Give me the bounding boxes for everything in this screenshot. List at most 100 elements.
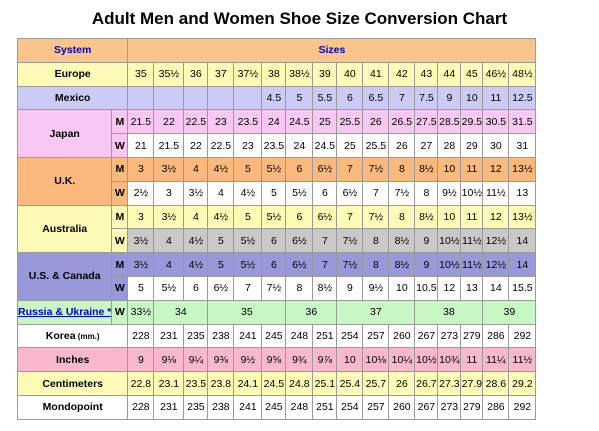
us-men-value: 7½ <box>336 252 364 277</box>
korea-value: 267 <box>414 323 439 349</box>
us-men-value: 6½ <box>285 252 314 277</box>
centimeters-value: 24.5 <box>261 371 287 396</box>
japan-men-value: 21.5 <box>127 109 155 135</box>
centimeters-row: Centimeters 22.8 23.1 23.5 23.8 24.1 24.5 24.8 2… <box>16 371 537 396</box>
europe-value: 43 <box>414 61 439 87</box>
japan-women-value: 25 <box>336 133 364 158</box>
australia-women-value: 7 <box>312 228 338 254</box>
uk-women-value: 3½ <box>183 180 209 206</box>
japan-men-value: 24.5 <box>285 109 314 135</box>
australia-women-value: 5½ <box>233 228 263 254</box>
europe-value: 44 <box>437 61 462 87</box>
australia-men-row: Australia M 3 3½ 4 4½ 5 5½ 6 6½ 7 7½ 8 8½ 10 11 12 13½ <box>16 204 537 254</box>
europe-value: 37½ <box>233 61 263 87</box>
centimeters-value: 28.6 <box>482 371 510 396</box>
inches-value: 9⅜ <box>207 347 235 373</box>
uk-women-row: W 2½ 3 3½ 4 4½ 5 5½ 6 6½ 7 7½ 8 9½ 10½ 11½ 13 <box>18 180 537 206</box>
japan-women-value: 27 <box>414 133 439 158</box>
mexico-empty-cell <box>127 85 155 111</box>
russia-value: 35 <box>207 299 287 325</box>
europe-value: 35½ <box>153 61 185 87</box>
us-men-value: 11½ <box>460 252 484 277</box>
inches-value: 10¼ <box>388 347 416 373</box>
australia-men-value: 11 <box>460 204 484 230</box>
us-men-value: 10½ <box>437 252 462 277</box>
sizes-header: Sizes <box>127 38 537 63</box>
australia-women-value: 7½ <box>336 228 364 254</box>
japan-men-value: 25.5 <box>336 109 364 135</box>
uk-women-value: 6½ <box>336 180 364 206</box>
centimeters-value: 24.8 <box>285 371 314 396</box>
centimeters-value: 23.5 <box>183 371 209 396</box>
us-label: U.S. & Canada <box>16 252 113 301</box>
inches-row: Inches 9 9⅛ 9¼ 9⅜ 9½ 9⅝ 9¾ 9⅞ 10 10⅛ 10¼ 10½ 10¾ 11 11¼… <box>16 347 537 373</box>
us-men-value: 8½ <box>388 252 416 277</box>
japan-men-value: 30.5 <box>482 109 510 135</box>
mexico-value: 10 <box>460 85 484 111</box>
mondopoint-value: 260 <box>388 394 416 420</box>
us-men-value: 8 <box>362 252 390 277</box>
uk-women-value: 5½ <box>285 180 314 206</box>
japan-women-value: 21 <box>127 133 155 158</box>
australia-women-tag: W <box>111 228 129 254</box>
korea-value: 273 <box>437 323 462 349</box>
europe-value: 39 <box>312 61 338 87</box>
korea-value: 228 <box>127 323 155 349</box>
centimeters-value: 22.8 <box>127 371 155 396</box>
australia-women-value: 11½ <box>460 228 484 254</box>
inches-value: 9¾ <box>285 347 314 373</box>
uk-men-value: 7 <box>336 156 364 182</box>
us-men-value: 4½ <box>183 252 209 277</box>
korea-value: 260 <box>388 323 416 349</box>
uk-women-value: 11½ <box>482 180 510 206</box>
russia-label: Russia & Ukraine * <box>16 299 113 325</box>
europe-value: 46½ <box>482 61 510 87</box>
inches-value: 11½ <box>508 347 537 373</box>
us-women-row: W 5 5½ 6 6½ 7 7½ 8 8½ 9 9½ 10 10.5 12 13 14 15.5 <box>18 275 537 301</box>
europe-value: 41 <box>362 61 390 87</box>
us-men-row: U.S. & Canada M 3½ 4 4½ 5 5½ 6 6½ 7 7½ 8 8½ 9 10½ 11½ 12… <box>16 252 537 301</box>
us-women-value: 10 <box>388 275 416 301</box>
japan-women-row: W 21 21.5 22 22.5 23 23.5 24 24.5 25 25.5 26 27 28 29 3… <box>18 133 537 158</box>
australia-men-value: 7 <box>336 204 364 230</box>
australia-women-value: 10½ <box>437 228 462 254</box>
australia-men-value: 6½ <box>312 204 338 230</box>
uk-women-value: 13 <box>508 180 537 206</box>
uk-men-value: 13½ <box>508 156 537 182</box>
mondopoint-value: 231 <box>153 394 185 420</box>
us-men-value: 7 <box>312 252 338 277</box>
russia-value: 38 <box>414 299 484 325</box>
japan-women-tag: W <box>111 133 129 158</box>
japan-men-row: Japan M 21.5 22 22.5 23 23.5 24 24.5 25 25.5 26 26.5… <box>16 109 537 158</box>
mondopoint-value: 238 <box>207 394 235 420</box>
inches-value: 10¾ <box>437 347 462 373</box>
centimeters-value: 27.9 <box>460 371 484 396</box>
australia-women-value: 4 <box>153 228 185 254</box>
uk-women-value: 2½ <box>127 180 155 206</box>
us-men-value: 3½ <box>127 252 155 277</box>
japan-men-value: 25 <box>312 109 338 135</box>
centimeters-value: 25.4 <box>336 371 364 396</box>
japan-men-value: 28.5 <box>437 109 462 135</box>
centimeters-value: 27.3 <box>437 371 462 396</box>
us-men-tag: M <box>111 252 129 277</box>
uk-men-value: 11 <box>460 156 484 182</box>
uk-men-value: 6½ <box>312 156 338 182</box>
korea-value: 235 <box>183 323 209 349</box>
page-title: Adult Men and Women Shoe Size Conversion… <box>91 9 508 28</box>
japan-women-value: 29 <box>460 133 484 158</box>
australia-men-value: 5½ <box>261 204 287 230</box>
korea-value: 254 <box>336 323 364 349</box>
mondopoint-value: 228 <box>127 394 155 420</box>
us-women-value: 9½ <box>362 275 390 301</box>
uk-men-value: 3 <box>127 156 155 182</box>
japan-women-value: 30 <box>482 133 510 158</box>
australia-men-value: 3½ <box>153 204 185 230</box>
australia-men-value: 5 <box>233 204 263 230</box>
uk-women-value: 9½ <box>437 180 462 206</box>
mondopoint-value: 267 <box>414 394 439 420</box>
japan-women-value: 21.5 <box>153 133 185 158</box>
uk-women-value: 10½ <box>460 180 484 206</box>
mexico-value: 7.5 <box>414 85 439 111</box>
mexico-empty-cell <box>207 85 235 111</box>
